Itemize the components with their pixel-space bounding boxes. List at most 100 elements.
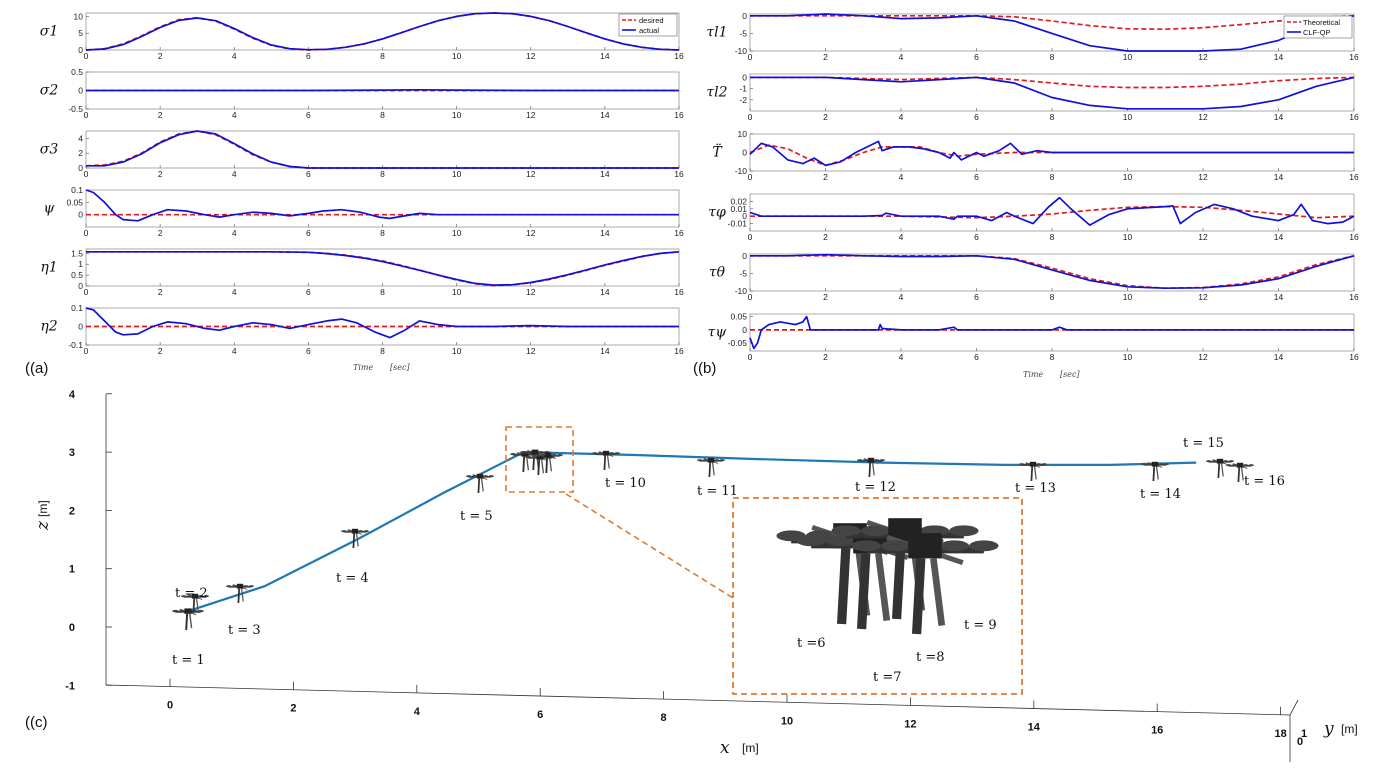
y-tick-label: 5 (78, 28, 83, 38)
x-tick-label: 6 (537, 709, 543, 721)
x-tick-label: 8 (380, 169, 385, 179)
z-tick-label: 2 (69, 505, 75, 517)
x-tick-label: 8 (380, 346, 385, 356)
y-tick-label: -0.5 (68, 104, 83, 114)
series-actual (85, 307, 679, 339)
drone-rotor (873, 459, 880, 462)
snapshot-label: t = 3 (228, 623, 261, 638)
panel-c-yunit: [m] (1341, 722, 1358, 736)
subplot-1: 0 2 4 6 8 10 12 14 16 -2-1 0 τl2 (706, 72, 1359, 122)
x-tick-label: 2 (823, 52, 828, 62)
panel-b-xlabel: Time (1023, 370, 1043, 379)
drone-rotor (226, 585, 232, 588)
y-tick-label: 0.01 (730, 204, 747, 214)
x-tick-label: 12 (526, 110, 536, 120)
x-tick-label: 6 (974, 112, 979, 122)
legend-b-theoretical: Theoretical (1303, 18, 1340, 27)
drone-rotor (1206, 460, 1212, 463)
drone-leg (875, 552, 891, 622)
drone-rotor (482, 475, 489, 478)
x-tick-label: 2 (823, 232, 828, 242)
drone-rotor (719, 459, 725, 462)
x-tick-label: 10 (452, 287, 462, 297)
x-tick-label: 12 (526, 346, 536, 356)
drone-rotor (471, 475, 478, 478)
x-tick-label: 14 (600, 346, 610, 356)
panel-a-label: ((a) (25, 360, 48, 377)
x-tick-label: 0 (84, 169, 89, 179)
drone-rotor (510, 453, 517, 456)
y-tick-label: 1.5 (71, 248, 83, 258)
x-tick-label: 12 (1198, 52, 1208, 62)
drone-leg (355, 533, 359, 547)
x-tick-label: 14 (600, 169, 610, 179)
zoom-box (505, 426, 574, 493)
drone-rotor (520, 451, 527, 454)
inset-label: t =8 (916, 650, 945, 665)
x-tick-label: 10 (1123, 52, 1133, 62)
x-tick-label: 10 (452, 51, 462, 61)
x-tick-label: 14 (1028, 722, 1041, 734)
snapshot-label: t = 2 (175, 586, 208, 601)
x-tick-label: 10 (452, 169, 462, 179)
drone-rotor (526, 451, 533, 454)
series-theoretical (750, 14, 1355, 31)
drone-snapshot (1019, 461, 1047, 482)
x-tick-label: 6 (974, 232, 979, 242)
y-tick-label: -2 (739, 95, 747, 105)
x-tick-label: 4 (232, 346, 237, 356)
x-tick-label: 4 (232, 287, 237, 297)
x-tick-label: 10 (452, 346, 462, 356)
x-tick-label: 6 (306, 287, 311, 297)
x-tick-label: 4 (414, 706, 421, 718)
x-tick-label: 0 (748, 232, 753, 242)
drone-leg (711, 462, 715, 476)
panel-b-xunit: [sec] (1060, 370, 1080, 379)
drone-rotor (539, 454, 546, 457)
x-tick-label: 10 (1123, 172, 1133, 182)
x-tick-label: 14 (600, 228, 610, 238)
subplot-4: 0 2 4 6 8 10 12 14 16 00.511.5 η1 (40, 248, 684, 297)
snapshot-label: t = 4 (336, 571, 369, 586)
y-tick-label: 0.1 (71, 303, 83, 313)
z-tick-label: 4 (69, 389, 76, 401)
x-tick-label: 2 (823, 292, 828, 302)
panel-c-xunit: [m] (742, 741, 759, 755)
legend-b: Theoretical CLF-QP (1283, 15, 1353, 39)
snapshot-label: t = 1 (172, 653, 205, 668)
drone-rotor (1163, 463, 1169, 466)
drone-leg (708, 462, 712, 478)
x-tick-label: 4 (232, 51, 237, 61)
drone-rotor (1141, 463, 1147, 466)
drone-snapshot (697, 457, 725, 478)
drone-snapshot (226, 583, 254, 604)
z-tick-label: 0 (69, 622, 75, 634)
inset-label: t =6 (797, 636, 826, 651)
z-tick-label: 3 (69, 447, 75, 459)
legend-a-actual: actual (639, 26, 659, 35)
trajectory-line (183, 450, 1197, 614)
panel-c-label: ((c) (25, 714, 48, 731)
drone-body (236, 583, 244, 589)
x-tick-label: 2 (158, 51, 163, 61)
drone-rotor (1211, 460, 1218, 463)
drone-leg (836, 548, 851, 625)
z-tick-label: -1 (65, 680, 75, 692)
x-tick-label: 8 (661, 712, 667, 724)
drone-rotor (231, 585, 238, 588)
drone-body (908, 533, 942, 559)
subplot-ylabel: σ3 (40, 142, 59, 158)
drone-body (184, 608, 192, 614)
x-tick-label: 0 (748, 112, 753, 122)
snapshot-label: t = 16 (1244, 474, 1285, 489)
y-tick-label: -5 (739, 268, 747, 278)
drone-leg (911, 558, 926, 635)
snapshot-label: t = 10 (605, 476, 646, 491)
x-tick-label: 14 (600, 110, 610, 120)
drone-snapshot (181, 593, 209, 614)
y-tick-label: 0 (742, 11, 747, 21)
drone-rotor (614, 452, 620, 455)
subplot-2: 0 2 4 6 8 10 12 14 16 0 2 4 σ3 (40, 130, 684, 179)
y-tick-label: 4 (78, 133, 83, 143)
